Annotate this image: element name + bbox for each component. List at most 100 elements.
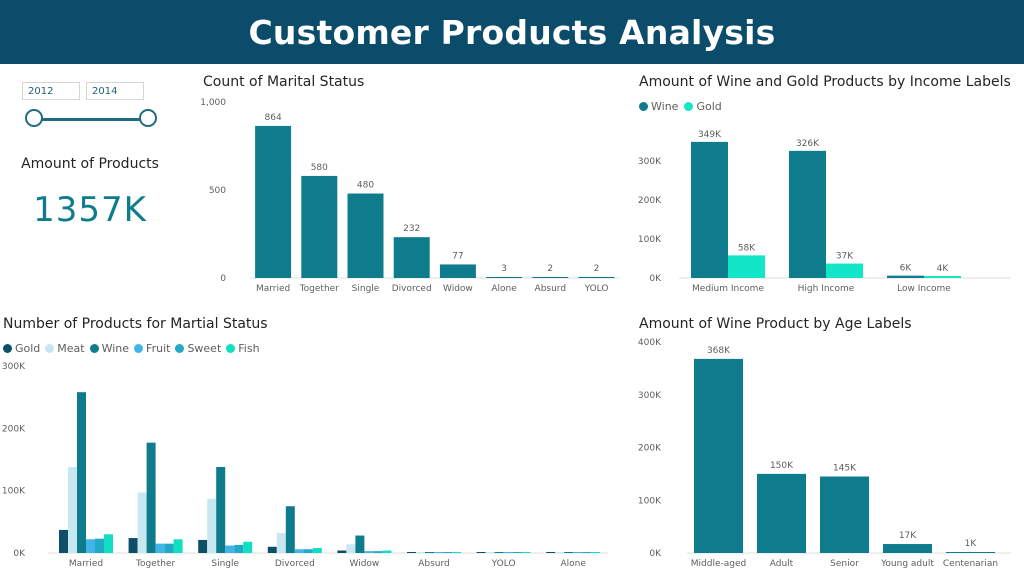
bar-single bbox=[347, 193, 384, 278]
slider-end-handle[interactable] bbox=[139, 109, 157, 127]
bar-gold bbox=[728, 255, 765, 278]
legend-label: Fish bbox=[238, 342, 260, 355]
x-tick-label: Young adult bbox=[880, 559, 934, 569]
legend-item-fish[interactable]: Fish bbox=[226, 342, 260, 355]
bar-wine bbox=[789, 150, 826, 278]
x-tick-label: Widow bbox=[350, 559, 380, 569]
bar-divorced bbox=[393, 237, 430, 278]
bar-gold bbox=[826, 263, 863, 278]
slider-start-handle[interactable] bbox=[25, 109, 43, 127]
legend-item-fruit[interactable]: Fruit bbox=[134, 342, 170, 355]
bar-fish bbox=[104, 534, 113, 553]
bar-gold bbox=[267, 546, 277, 553]
y-tick-label: 1,000 bbox=[200, 98, 226, 108]
legend-item-meat[interactable]: Meat bbox=[45, 342, 85, 355]
chart-legend: Gold Meat Wine Fruit Sweet Fish bbox=[3, 342, 260, 355]
bar-fish bbox=[312, 548, 322, 553]
data-label: 232 bbox=[403, 224, 420, 234]
products-by-marital-plot: 300K 200K 100K 0K Married Together Single Divor… bbox=[2, 362, 608, 569]
y-tick-label: 300K bbox=[638, 157, 662, 167]
x-tick-label: Single bbox=[211, 559, 239, 569]
legend-label: Gold bbox=[15, 342, 41, 355]
data-label: 2 bbox=[594, 264, 600, 274]
y-tick-label: 500 bbox=[209, 186, 226, 196]
chart-title: Count of Marital Status bbox=[203, 74, 365, 90]
x-tick-label: Married bbox=[69, 559, 103, 569]
bar-gold bbox=[337, 550, 347, 553]
chart-title: Amount of Wine and Gold Products by Inco… bbox=[639, 74, 1011, 90]
legend-dot-icon bbox=[45, 344, 55, 353]
marital-status-plot: 1,000 500 0 864 Married 580 Together 480 Single 2… bbox=[200, 98, 620, 294]
bar-wine bbox=[77, 392, 86, 553]
bar-sweet bbox=[303, 549, 313, 553]
start-year-input[interactable]: 2012 bbox=[22, 82, 80, 100]
bar-fish bbox=[591, 552, 601, 553]
bar-meat bbox=[416, 552, 425, 553]
bar-wine bbox=[355, 535, 365, 553]
x-tick-label: Senior bbox=[830, 559, 859, 569]
legend-item-wine[interactable]: Wine bbox=[639, 100, 678, 113]
data-label: 17K bbox=[899, 531, 917, 541]
bar-fruit bbox=[225, 545, 235, 553]
legend-label: Meat bbox=[57, 342, 85, 355]
legend-dot-icon bbox=[684, 102, 694, 111]
bar-fruit bbox=[434, 552, 443, 553]
data-label: 37K bbox=[836, 252, 854, 262]
bar-meat bbox=[137, 492, 147, 553]
y-tick-label: 200K bbox=[638, 196, 662, 206]
x-tick-label: YOLO bbox=[491, 559, 516, 569]
bar-married bbox=[255, 125, 292, 278]
end-year-input[interactable]: 2014 bbox=[86, 82, 144, 100]
data-label: 349K bbox=[698, 130, 722, 140]
x-tick-label: Divorced bbox=[392, 284, 432, 294]
data-label: 77 bbox=[452, 251, 463, 261]
y-tick-label: 300K bbox=[2, 362, 26, 372]
bar-fish bbox=[452, 552, 461, 553]
data-label: 6K bbox=[900, 264, 913, 274]
bar-meat bbox=[346, 544, 356, 553]
bar-meat bbox=[207, 498, 217, 553]
bar-wine bbox=[564, 552, 574, 553]
bar-fruit bbox=[364, 551, 374, 553]
data-label: 58K bbox=[738, 243, 756, 253]
legend-label: Gold bbox=[696, 100, 722, 113]
bar-gold bbox=[59, 529, 68, 553]
data-label: 145K bbox=[833, 464, 857, 474]
bar-young-adult bbox=[883, 544, 932, 553]
legend-label: Wine bbox=[651, 100, 679, 113]
legend-item-sweet[interactable]: Sweet bbox=[175, 342, 221, 355]
bar-wine bbox=[494, 552, 504, 553]
bar-wine bbox=[691, 141, 728, 278]
y-tick-label: 400K bbox=[638, 338, 662, 348]
bar-alone bbox=[486, 277, 523, 278]
x-tick-label: Alone bbox=[491, 284, 517, 294]
legend-label: Wine bbox=[101, 342, 130, 355]
bar-meat bbox=[485, 552, 495, 553]
y-tick-label: 100K bbox=[638, 496, 662, 506]
legend-item-gold[interactable]: Gold bbox=[3, 342, 40, 355]
bar-widow bbox=[439, 264, 476, 278]
bar-sweet bbox=[512, 552, 522, 553]
bar-fruit bbox=[503, 552, 513, 553]
legend-dot-icon bbox=[134, 344, 144, 353]
wine-by-age-chart[interactable]: Amount of Wine Product by Age Labels 400… bbox=[638, 316, 1019, 575]
x-tick-label: Middle-aged bbox=[691, 559, 746, 569]
year-range-slicer: 2012 2014 bbox=[22, 82, 162, 132]
slider-track[interactable] bbox=[34, 118, 148, 121]
bar-fish bbox=[521, 552, 531, 553]
x-tick-label: Divorced bbox=[275, 559, 315, 569]
bar-adult bbox=[757, 473, 806, 553]
bar-wine bbox=[285, 506, 295, 553]
chart-title: Number of Products for Martial Status bbox=[3, 316, 268, 332]
bar-fruit bbox=[86, 539, 95, 553]
legend-label: Fruit bbox=[146, 342, 171, 355]
income-products-plot: 300K 200K 100K 0K 349K 58K Medium Income 326K 37… bbox=[638, 130, 1011, 294]
legend-item-wine[interactable]: Wine bbox=[89, 342, 130, 355]
income-products-chart[interactable]: Amount of Wine and Gold Products by Inco… bbox=[638, 74, 1019, 296]
legend-item-gold[interactable]: Gold bbox=[684, 100, 722, 113]
marital-status-chart[interactable]: Count of Marital Status 1,000 500 0 864 Marr… bbox=[200, 74, 623, 296]
products-by-marital-chart[interactable]: Number of Products for Martial Status Go… bbox=[2, 316, 615, 575]
bar-senior bbox=[820, 476, 869, 553]
bar-fruit bbox=[155, 543, 165, 553]
bar-meat bbox=[68, 466, 77, 553]
